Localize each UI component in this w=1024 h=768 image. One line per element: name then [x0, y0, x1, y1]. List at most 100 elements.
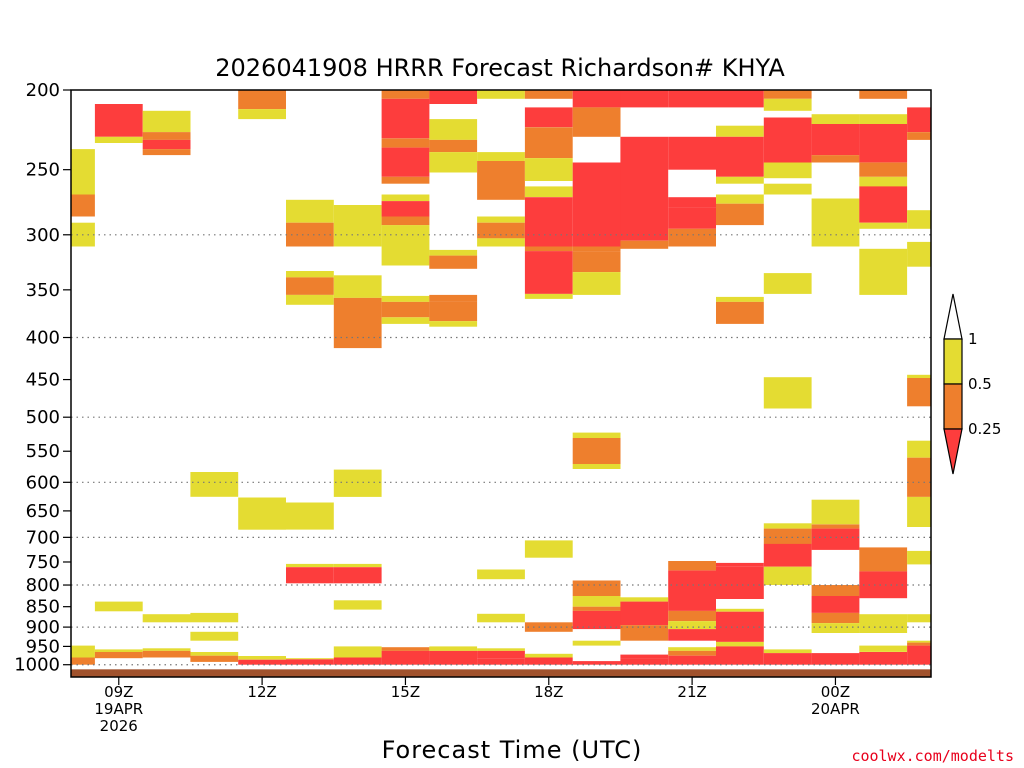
x-tick-label: 2026: [100, 717, 138, 735]
ri-cell-orange: [716, 301, 764, 324]
x-tick-label: 15Z: [391, 683, 420, 701]
ri-cell-yellow: [477, 216, 525, 223]
ri-cell-red: [668, 629, 716, 641]
colorbar-bin: [943, 383, 963, 430]
ri-cell-yellow: [907, 640, 931, 643]
ri-cell-yellow: [94, 136, 143, 143]
ri-cell-orange: [668, 561, 716, 571]
ri-cell-red: [859, 124, 908, 163]
ri-cell-orange: [620, 625, 669, 641]
ri-cell-yellow: [763, 566, 812, 585]
ri-cell-yellow: [524, 158, 573, 181]
ri-cell-red: [524, 251, 573, 294]
ri-cell-orange: [477, 222, 525, 239]
ri-cell-orange: [524, 622, 573, 632]
ri-cell-orange: [142, 650, 191, 658]
x-tick-label: 20APR: [811, 700, 860, 718]
ri-cell-orange: [381, 90, 430, 99]
y-tick-label: 650: [26, 501, 60, 522]
y-tick-label: 950: [26, 636, 60, 657]
ri-cell-orange: [859, 162, 908, 177]
colorbar-label: 0.25: [968, 420, 1001, 438]
ri-cell-orange: [286, 277, 334, 295]
ri-cell-orange: [94, 652, 143, 659]
ri-cell-yellow: [381, 194, 430, 202]
ri-cell-orange: [907, 378, 931, 407]
ri-cell-yellow: [859, 114, 908, 125]
ri-cell-orange: [381, 216, 430, 226]
ri-cell-red: [572, 610, 621, 630]
ri-cell-yellow: [716, 176, 764, 184]
pressure-gridlines: [71, 234, 931, 666]
ri-cell-yellow: [524, 186, 573, 198]
ri-cell-red: [763, 653, 812, 665]
credit-link[interactable]: coolwx.com/modelts: [851, 747, 1014, 765]
ri-cell-red: [859, 186, 908, 223]
ri-cell-red: [477, 650, 525, 659]
ri-cell-orange: [71, 194, 95, 217]
y-tick-label: 200: [26, 80, 60, 101]
ri-cell-orange: [429, 301, 478, 322]
ri-cell-yellow: [429, 646, 478, 651]
y-tick-label: 500: [26, 407, 60, 428]
plot-frame: [70, 89, 932, 678]
ri-cell-orange: [286, 222, 334, 247]
ri-cell-yellow: [333, 275, 382, 298]
ri-cell-red: [620, 90, 669, 108]
ri-cell-orange: [763, 90, 812, 99]
ri-cell-orange: [811, 585, 860, 596]
ri-cell-red: [620, 654, 669, 659]
ri-cell-orange: [333, 297, 382, 349]
ri-cell-yellow: [94, 649, 143, 652]
y-tick-label: 750: [26, 552, 60, 573]
ri-cell-red: [524, 107, 573, 128]
ri-cell-red: [333, 657, 382, 665]
ri-cell-red: [716, 90, 764, 108]
ri-cell-orange: [572, 246, 621, 252]
ri-cell-red: [620, 136, 669, 195]
ri-cell-yellow: [286, 658, 334, 660]
ri-cell-orange: [524, 127, 573, 159]
ri-cell-red: [620, 194, 669, 241]
ri-cell-yellow: [333, 600, 382, 610]
colorbar-label: 1: [968, 330, 978, 348]
ri-cell-orange: [668, 228, 716, 247]
ri-cell-red: [429, 90, 478, 104]
y-tick-label: 850: [26, 597, 60, 618]
ri-cell-orange: [572, 107, 621, 137]
colorbar-bin: [943, 338, 963, 385]
ri-cell-yellow: [142, 614, 191, 623]
ri-cell-red: [907, 645, 931, 665]
ri-cell-yellow: [907, 496, 931, 527]
ri-cell-orange: [524, 90, 573, 99]
ri-cell-red: [477, 658, 525, 665]
x-tick-label: 18Z: [534, 683, 563, 701]
ri-cell-yellow: [333, 646, 382, 658]
ri-cell-yellow: [381, 239, 430, 266]
ri-cell-red: [811, 124, 860, 156]
ri-cell-orange: [238, 90, 286, 110]
ri-cell-yellow: [716, 125, 764, 137]
ri-cell-orange: [429, 139, 478, 153]
ri-cell-yellow: [429, 152, 478, 173]
ri-cell-yellow: [907, 374, 931, 378]
ri-cell-orange: [71, 657, 95, 665]
ri-cell-yellow: [907, 614, 931, 623]
ri-cell-yellow: [668, 647, 716, 651]
ri-cell-red: [668, 90, 716, 108]
ri-cell-yellow: [286, 502, 334, 530]
ri-cell-yellow: [429, 119, 478, 140]
colorbar-legend: 1 0.5 0.25: [943, 293, 1001, 475]
ri-cell-orange: [429, 294, 478, 302]
ri-cell-yellow: [763, 523, 812, 529]
ri-cell-orange: [859, 547, 908, 572]
ri-cell-yellow: [190, 631, 239, 641]
y-tick-label: 300: [26, 225, 60, 246]
ri-cell-yellow: [811, 198, 860, 247]
ri-cell-red: [716, 646, 764, 665]
ri-cell-yellow: [238, 109, 286, 120]
y-tick-label: 350: [26, 280, 60, 301]
ri-cell-red: [907, 107, 931, 132]
ri-cell-yellow: [907, 440, 931, 458]
